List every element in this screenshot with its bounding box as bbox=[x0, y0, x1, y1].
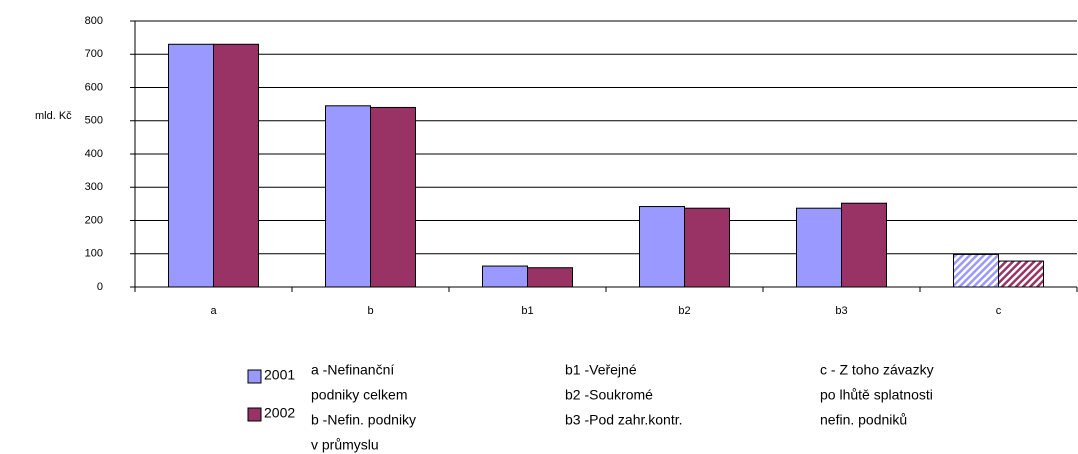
bar bbox=[527, 267, 573, 288]
bar bbox=[325, 105, 371, 288]
note-line: a -Nefinanční bbox=[311, 362, 394, 378]
legend-swatch bbox=[247, 369, 262, 384]
y-tick-label: 0 bbox=[97, 281, 103, 293]
bar bbox=[370, 106, 416, 288]
bar bbox=[796, 207, 842, 288]
note-line: b1 -Veřejné bbox=[565, 362, 637, 378]
legend-label: 2002 bbox=[264, 405, 295, 421]
x-tick-label: c bbox=[996, 305, 1002, 317]
y-axis-label: mld. Kč bbox=[35, 110, 72, 122]
x-tick-label: b1 bbox=[521, 305, 533, 317]
y-tick-label: 300 bbox=[85, 181, 103, 193]
bar bbox=[998, 260, 1044, 288]
legend-swatch bbox=[247, 407, 262, 422]
x-tick-label: b bbox=[367, 305, 373, 317]
legend-label: 2001 bbox=[264, 367, 295, 383]
bar bbox=[482, 265, 528, 288]
y-tick-label: 500 bbox=[85, 115, 103, 127]
bar bbox=[684, 207, 730, 288]
note-line: c - Z toho závazky bbox=[820, 362, 934, 378]
note-line: b2 -Soukromé bbox=[565, 387, 653, 403]
y-tick-label: 100 bbox=[85, 248, 103, 260]
y-tick-label: 200 bbox=[85, 214, 103, 226]
y-tick-label: 800 bbox=[85, 15, 103, 27]
bar bbox=[213, 43, 259, 288]
note-line: po lhůtě splatnosti bbox=[820, 387, 933, 403]
note-line: b3 -Pod zahr.kontr. bbox=[565, 412, 683, 428]
bar bbox=[168, 43, 214, 288]
bar bbox=[639, 206, 685, 288]
note-line: podniky celkem bbox=[311, 387, 408, 403]
y-tick-label: 600 bbox=[85, 81, 103, 93]
y-tick-label: 400 bbox=[85, 148, 103, 160]
note-line: b -Nefin. podniky bbox=[311, 412, 416, 428]
x-tick-label: a bbox=[210, 305, 217, 317]
note-line: v průmyslu bbox=[311, 437, 379, 453]
x-tick-label: b2 bbox=[678, 305, 690, 317]
bar bbox=[953, 253, 999, 288]
bar bbox=[841, 202, 887, 288]
note-line: nefin. podniků bbox=[820, 412, 907, 428]
x-tick-label: b3 bbox=[835, 305, 847, 317]
y-tick-label: 700 bbox=[85, 48, 103, 60]
